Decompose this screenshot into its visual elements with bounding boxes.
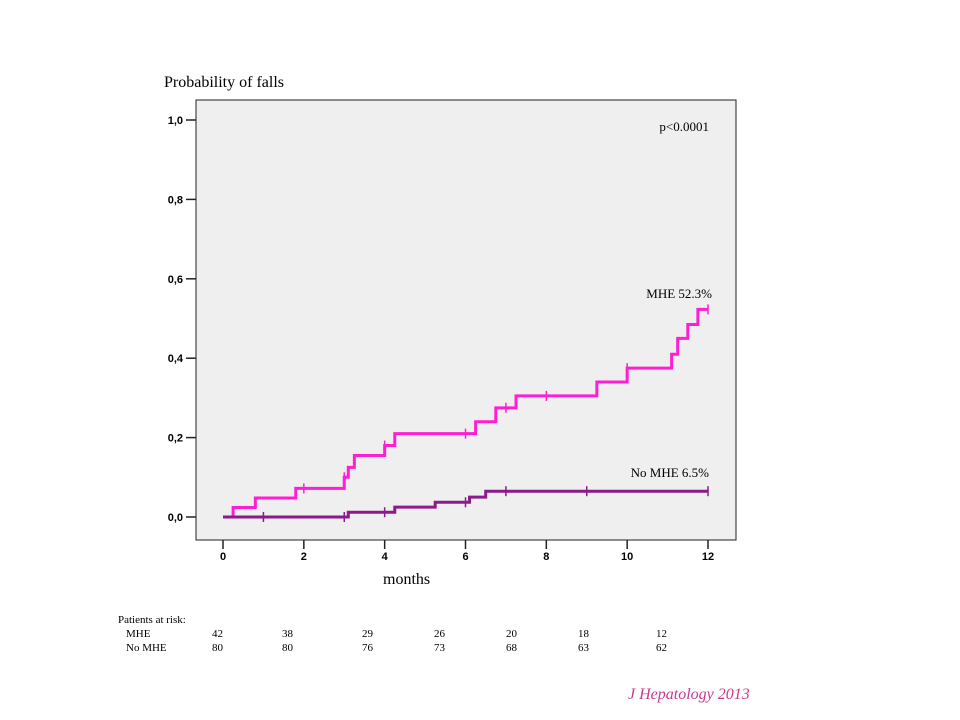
plot-area xyxy=(195,99,737,541)
at-risk-table: Patients at risk: MHE 42 38 29 26 20 18 … xyxy=(118,613,698,655)
at-risk-title: Patients at risk: xyxy=(118,614,186,626)
at-risk-value: 38 xyxy=(282,628,293,640)
at-risk-value: 26 xyxy=(434,628,445,640)
x-tick-label: 0 xyxy=(220,551,226,563)
series-line-no-mhe xyxy=(223,489,708,519)
citation: J Hepatology 2013 xyxy=(628,686,750,703)
x-tick-label: 6 xyxy=(462,551,468,563)
at-risk-value: 73 xyxy=(434,642,445,654)
x-tick-label: 10 xyxy=(621,551,633,563)
at-risk-value: 80 xyxy=(212,642,223,654)
y-tick-label: 0,2 xyxy=(168,433,183,445)
y-tick-label: 0,8 xyxy=(168,194,183,206)
y-tick-label: 0,0 xyxy=(168,512,183,524)
at-risk-value: 12 xyxy=(656,628,667,640)
at-risk-value: 29 xyxy=(362,628,373,640)
at-risk-value: 42 xyxy=(212,628,223,640)
series-layer xyxy=(223,304,709,522)
x-tick-label: 8 xyxy=(543,551,549,563)
at-risk-value: 18 xyxy=(578,628,589,640)
at-risk-row-label: No MHE xyxy=(126,642,167,654)
at-risk-value: 20 xyxy=(506,628,517,640)
at-risk-value: 80 xyxy=(282,642,293,654)
x-tick-label: 12 xyxy=(702,551,714,563)
y-axis-label: Probability of falls xyxy=(164,74,284,91)
p-value-annotation: p<0.0001 xyxy=(659,119,709,134)
at-risk-value: 76 xyxy=(362,642,373,654)
series-label-no-mhe: No MHE 6.5% xyxy=(631,465,710,480)
at-risk-row-mhe: MHE 42 38 29 26 20 18 12 xyxy=(118,627,698,641)
at-risk-value: 63 xyxy=(578,642,589,654)
at-risk-row-no-mhe: No MHE 80 80 76 73 68 63 62 xyxy=(118,641,698,655)
at-risk-value: 62 xyxy=(656,642,667,654)
y-tick-label: 0,4 xyxy=(168,353,184,365)
at-risk-value: 68 xyxy=(506,642,517,654)
y-tick-label: 0,6 xyxy=(168,274,183,286)
y-axis: 0,0 0,2 0,4 0,6 0,8 1,0 xyxy=(168,115,196,524)
series-label-mhe: MHE 52.3% xyxy=(646,286,712,301)
x-tick-label: 4 xyxy=(382,551,389,563)
x-axis-label: months xyxy=(383,571,431,588)
at-risk-row-label: MHE xyxy=(126,628,151,640)
x-axis: 0 2 4 6 8 10 12 xyxy=(220,540,714,563)
x-tick-label: 2 xyxy=(301,551,307,563)
series-line-mhe xyxy=(223,307,708,519)
y-tick-label: 1,0 xyxy=(168,115,183,127)
